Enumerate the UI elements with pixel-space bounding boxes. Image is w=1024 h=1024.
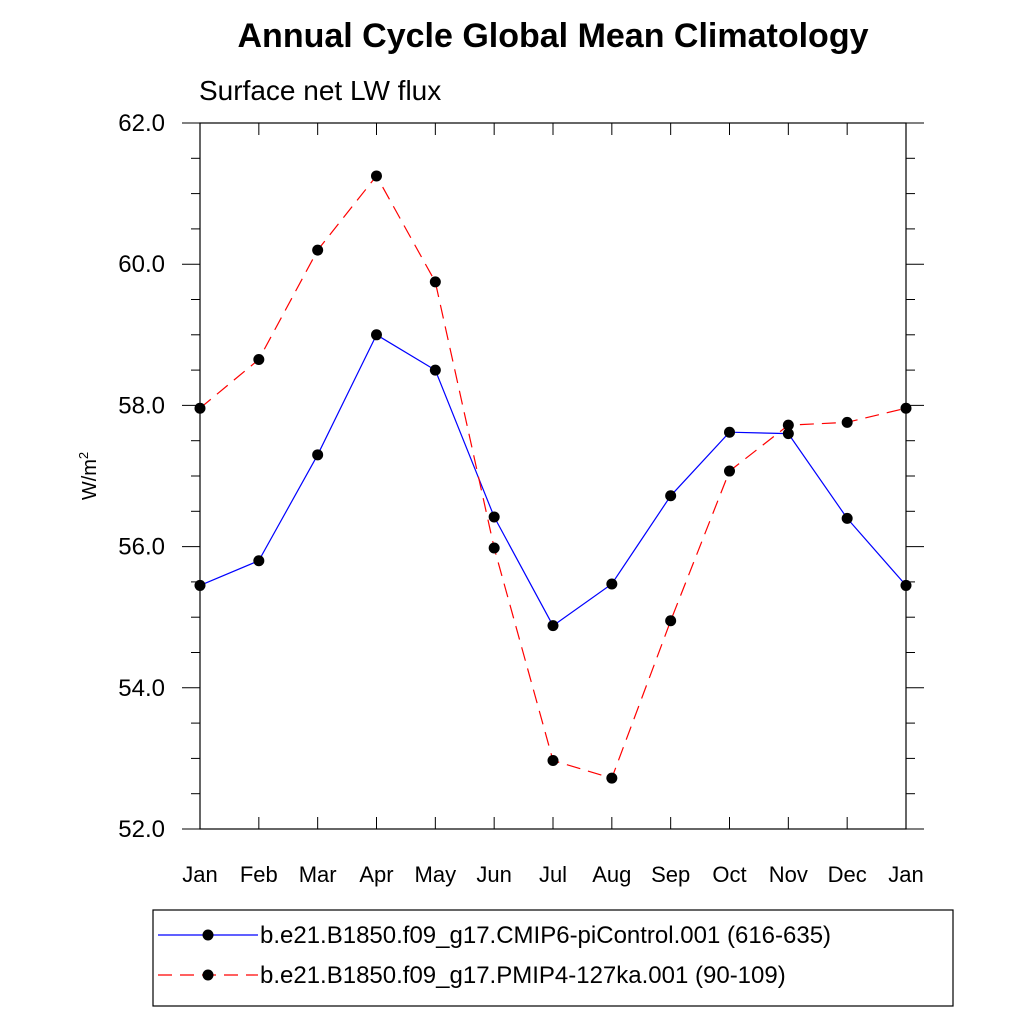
legend-label-1: b.e21.B1850.f09_g17.CMIP6-piControl.001 …	[260, 922, 831, 949]
x-tick-label: Apr	[359, 862, 393, 887]
series-2-point	[782, 419, 794, 431]
x-tick-label: Nov	[769, 862, 808, 887]
x-tick-label: Dec	[828, 862, 867, 887]
series-1-point	[606, 578, 618, 590]
x-tick-label: Jul	[539, 862, 567, 887]
series-1-point	[841, 512, 853, 524]
series-1-point	[900, 579, 912, 591]
x-tick-label: Jan	[888, 862, 923, 887]
legend-marker-1	[202, 929, 214, 941]
legend-label-2: b.e21.B1850.f09_g17.PMIP4-127ka.001 (90-…	[260, 962, 786, 989]
series-1-point	[429, 364, 441, 376]
series-1-point	[488, 511, 500, 523]
series-1-point	[665, 490, 677, 502]
y-tick-label: 60.0	[118, 251, 165, 278]
series-1-point	[371, 329, 382, 341]
y-tick-label: 54.0	[118, 675, 165, 702]
x-tick-label: Jun	[476, 862, 511, 887]
series-1-point	[253, 555, 265, 567]
series-1-point	[194, 579, 206, 591]
series-2-point	[194, 402, 206, 414]
series-2-point	[547, 755, 559, 767]
y-tick-labels: 52.0 54.0 56.0 58.0 60.0 62.0	[118, 110, 165, 843]
series-layer	[194, 170, 912, 784]
x-tick-label: Oct	[712, 862, 746, 887]
x-tick-label: Mar	[299, 862, 337, 887]
y-tick-label: 56.0	[118, 534, 165, 561]
x-tick-label: May	[415, 862, 457, 887]
series-2-point	[841, 416, 853, 428]
y-tick-label: 58.0	[118, 392, 165, 419]
x-tick-label: Feb	[240, 862, 278, 887]
y-tick-label: 52.0	[118, 816, 165, 843]
x-tick-label: Aug	[592, 862, 631, 887]
series-2-point	[900, 402, 912, 414]
legend-marker-2	[202, 969, 214, 981]
series-2-point	[253, 354, 265, 366]
chart-subtitle: Surface net LW flux	[199, 75, 441, 106]
series-line-1	[199, 333, 907, 627]
chart-title: Annual Cycle Global Mean Climatology	[238, 17, 869, 55]
series-2-point	[312, 244, 324, 256]
y-axis-label: W/m2	[76, 452, 101, 500]
series-2-point	[371, 170, 382, 182]
series-2-point	[488, 542, 500, 554]
x-tick-label: Sep	[651, 862, 690, 887]
series-2-point	[665, 615, 677, 627]
y-tick-label: 62.0	[118, 110, 165, 137]
x-tick-label: Jan	[182, 862, 217, 887]
axis-ticks	[182, 122, 924, 830]
series-2-point	[724, 465, 735, 477]
legend-box	[152, 909, 954, 1007]
series-2-point	[606, 772, 618, 784]
series-1-point	[547, 620, 559, 632]
legend: b.e21.B1850.f09_g17.CMIP6-piControl.001 …	[158, 922, 831, 989]
series-2-point	[429, 276, 441, 288]
series-1-point	[724, 426, 735, 438]
series-1-point	[782, 428, 794, 440]
series-1-point	[312, 449, 324, 461]
x-tick-labels: Jan Feb Mar Apr May Jun Jul Aug Sep Oct Nov Dec Jan	[182, 862, 923, 887]
